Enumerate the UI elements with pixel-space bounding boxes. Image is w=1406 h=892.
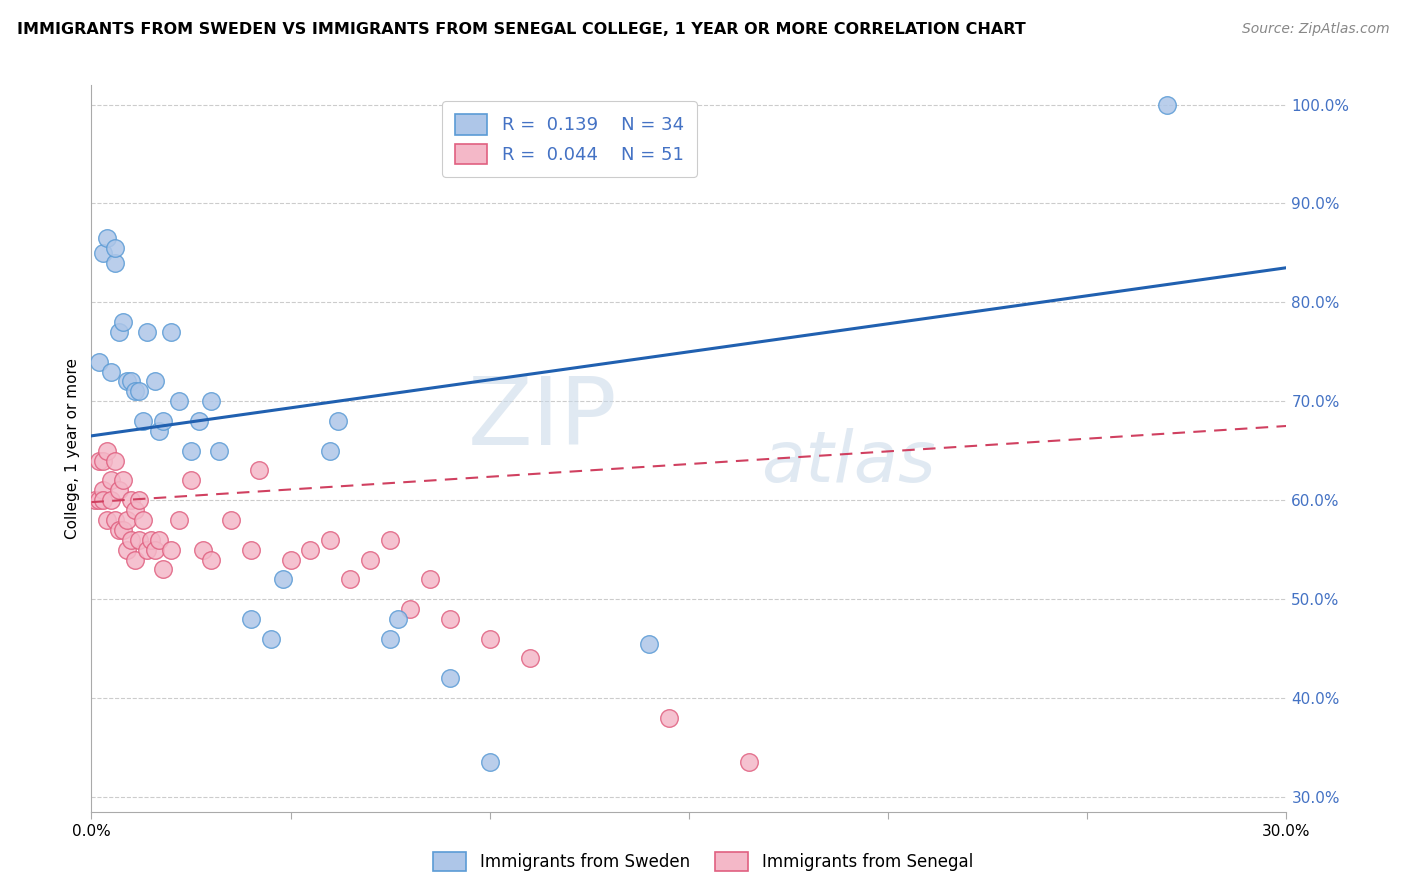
Point xyxy=(120,493,142,508)
Point xyxy=(319,533,342,547)
Point xyxy=(120,533,142,547)
Point xyxy=(247,463,270,477)
Point xyxy=(124,384,146,399)
Point xyxy=(143,542,166,557)
Point xyxy=(100,365,122,379)
Point xyxy=(152,562,174,576)
Point xyxy=(108,483,131,498)
Point xyxy=(89,493,111,508)
Point xyxy=(93,246,115,260)
Point xyxy=(188,414,211,428)
Point xyxy=(115,375,138,389)
Point xyxy=(208,443,231,458)
Point xyxy=(239,612,262,626)
Point xyxy=(112,474,135,488)
Point xyxy=(104,453,127,467)
Point xyxy=(124,503,146,517)
Text: ZIP: ZIP xyxy=(468,373,617,465)
Point xyxy=(638,636,661,650)
Point xyxy=(84,493,107,508)
Point xyxy=(319,443,342,458)
Point xyxy=(219,513,242,527)
Point xyxy=(115,542,138,557)
Point xyxy=(439,671,461,685)
Point xyxy=(100,474,122,488)
Point xyxy=(152,414,174,428)
Point xyxy=(128,533,150,547)
Point xyxy=(96,231,118,245)
Point xyxy=(167,394,190,409)
Point xyxy=(191,542,214,557)
Point xyxy=(104,241,127,255)
Text: Source: ZipAtlas.com: Source: ZipAtlas.com xyxy=(1241,22,1389,37)
Point xyxy=(104,256,127,270)
Point xyxy=(160,542,183,557)
Point xyxy=(1156,97,1178,112)
Point xyxy=(143,375,166,389)
Point xyxy=(132,513,155,527)
Point xyxy=(96,513,118,527)
Point xyxy=(148,424,170,438)
Point xyxy=(93,483,115,498)
Point xyxy=(359,552,381,566)
Point xyxy=(93,493,115,508)
Point xyxy=(141,533,162,547)
Point xyxy=(120,375,142,389)
Point xyxy=(478,632,501,646)
Point xyxy=(658,711,681,725)
Legend: R =  0.139    N = 34, R =  0.044    N = 51: R = 0.139 N = 34, R = 0.044 N = 51 xyxy=(443,101,696,177)
Y-axis label: College, 1 year or more: College, 1 year or more xyxy=(65,358,80,539)
Point xyxy=(167,513,190,527)
Point xyxy=(112,523,135,537)
Point xyxy=(200,394,222,409)
Point xyxy=(93,453,115,467)
Point xyxy=(96,443,118,458)
Point xyxy=(89,354,111,368)
Point xyxy=(299,542,322,557)
Point xyxy=(100,493,122,508)
Text: IMMIGRANTS FROM SWEDEN VS IMMIGRANTS FROM SENEGAL COLLEGE, 1 YEAR OR MORE CORREL: IMMIGRANTS FROM SWEDEN VS IMMIGRANTS FRO… xyxy=(17,22,1025,37)
Point xyxy=(519,651,541,665)
Point xyxy=(180,474,202,488)
Point xyxy=(387,612,409,626)
Point xyxy=(239,542,262,557)
Point xyxy=(478,756,501,770)
Point xyxy=(112,315,135,329)
Point xyxy=(108,325,131,339)
Point xyxy=(339,572,361,586)
Point xyxy=(737,756,759,770)
Point xyxy=(136,325,159,339)
Point xyxy=(259,632,281,646)
Point xyxy=(378,632,402,646)
Point xyxy=(108,523,131,537)
Point xyxy=(136,542,159,557)
Point xyxy=(148,533,170,547)
Point xyxy=(124,552,146,566)
Point xyxy=(439,612,461,626)
Point xyxy=(104,513,127,527)
Point xyxy=(132,414,155,428)
Point xyxy=(328,414,350,428)
Point xyxy=(128,384,150,399)
Point xyxy=(115,513,138,527)
Text: atlas: atlas xyxy=(761,428,935,497)
Point xyxy=(128,493,150,508)
Legend: Immigrants from Sweden, Immigrants from Senegal: Immigrants from Sweden, Immigrants from … xyxy=(425,843,981,880)
Point xyxy=(378,533,402,547)
Point xyxy=(89,453,111,467)
Point xyxy=(180,443,202,458)
Point xyxy=(419,572,441,586)
Point xyxy=(280,552,302,566)
Point xyxy=(160,325,183,339)
Point xyxy=(399,602,422,616)
Point xyxy=(271,572,294,586)
Point xyxy=(200,552,222,566)
